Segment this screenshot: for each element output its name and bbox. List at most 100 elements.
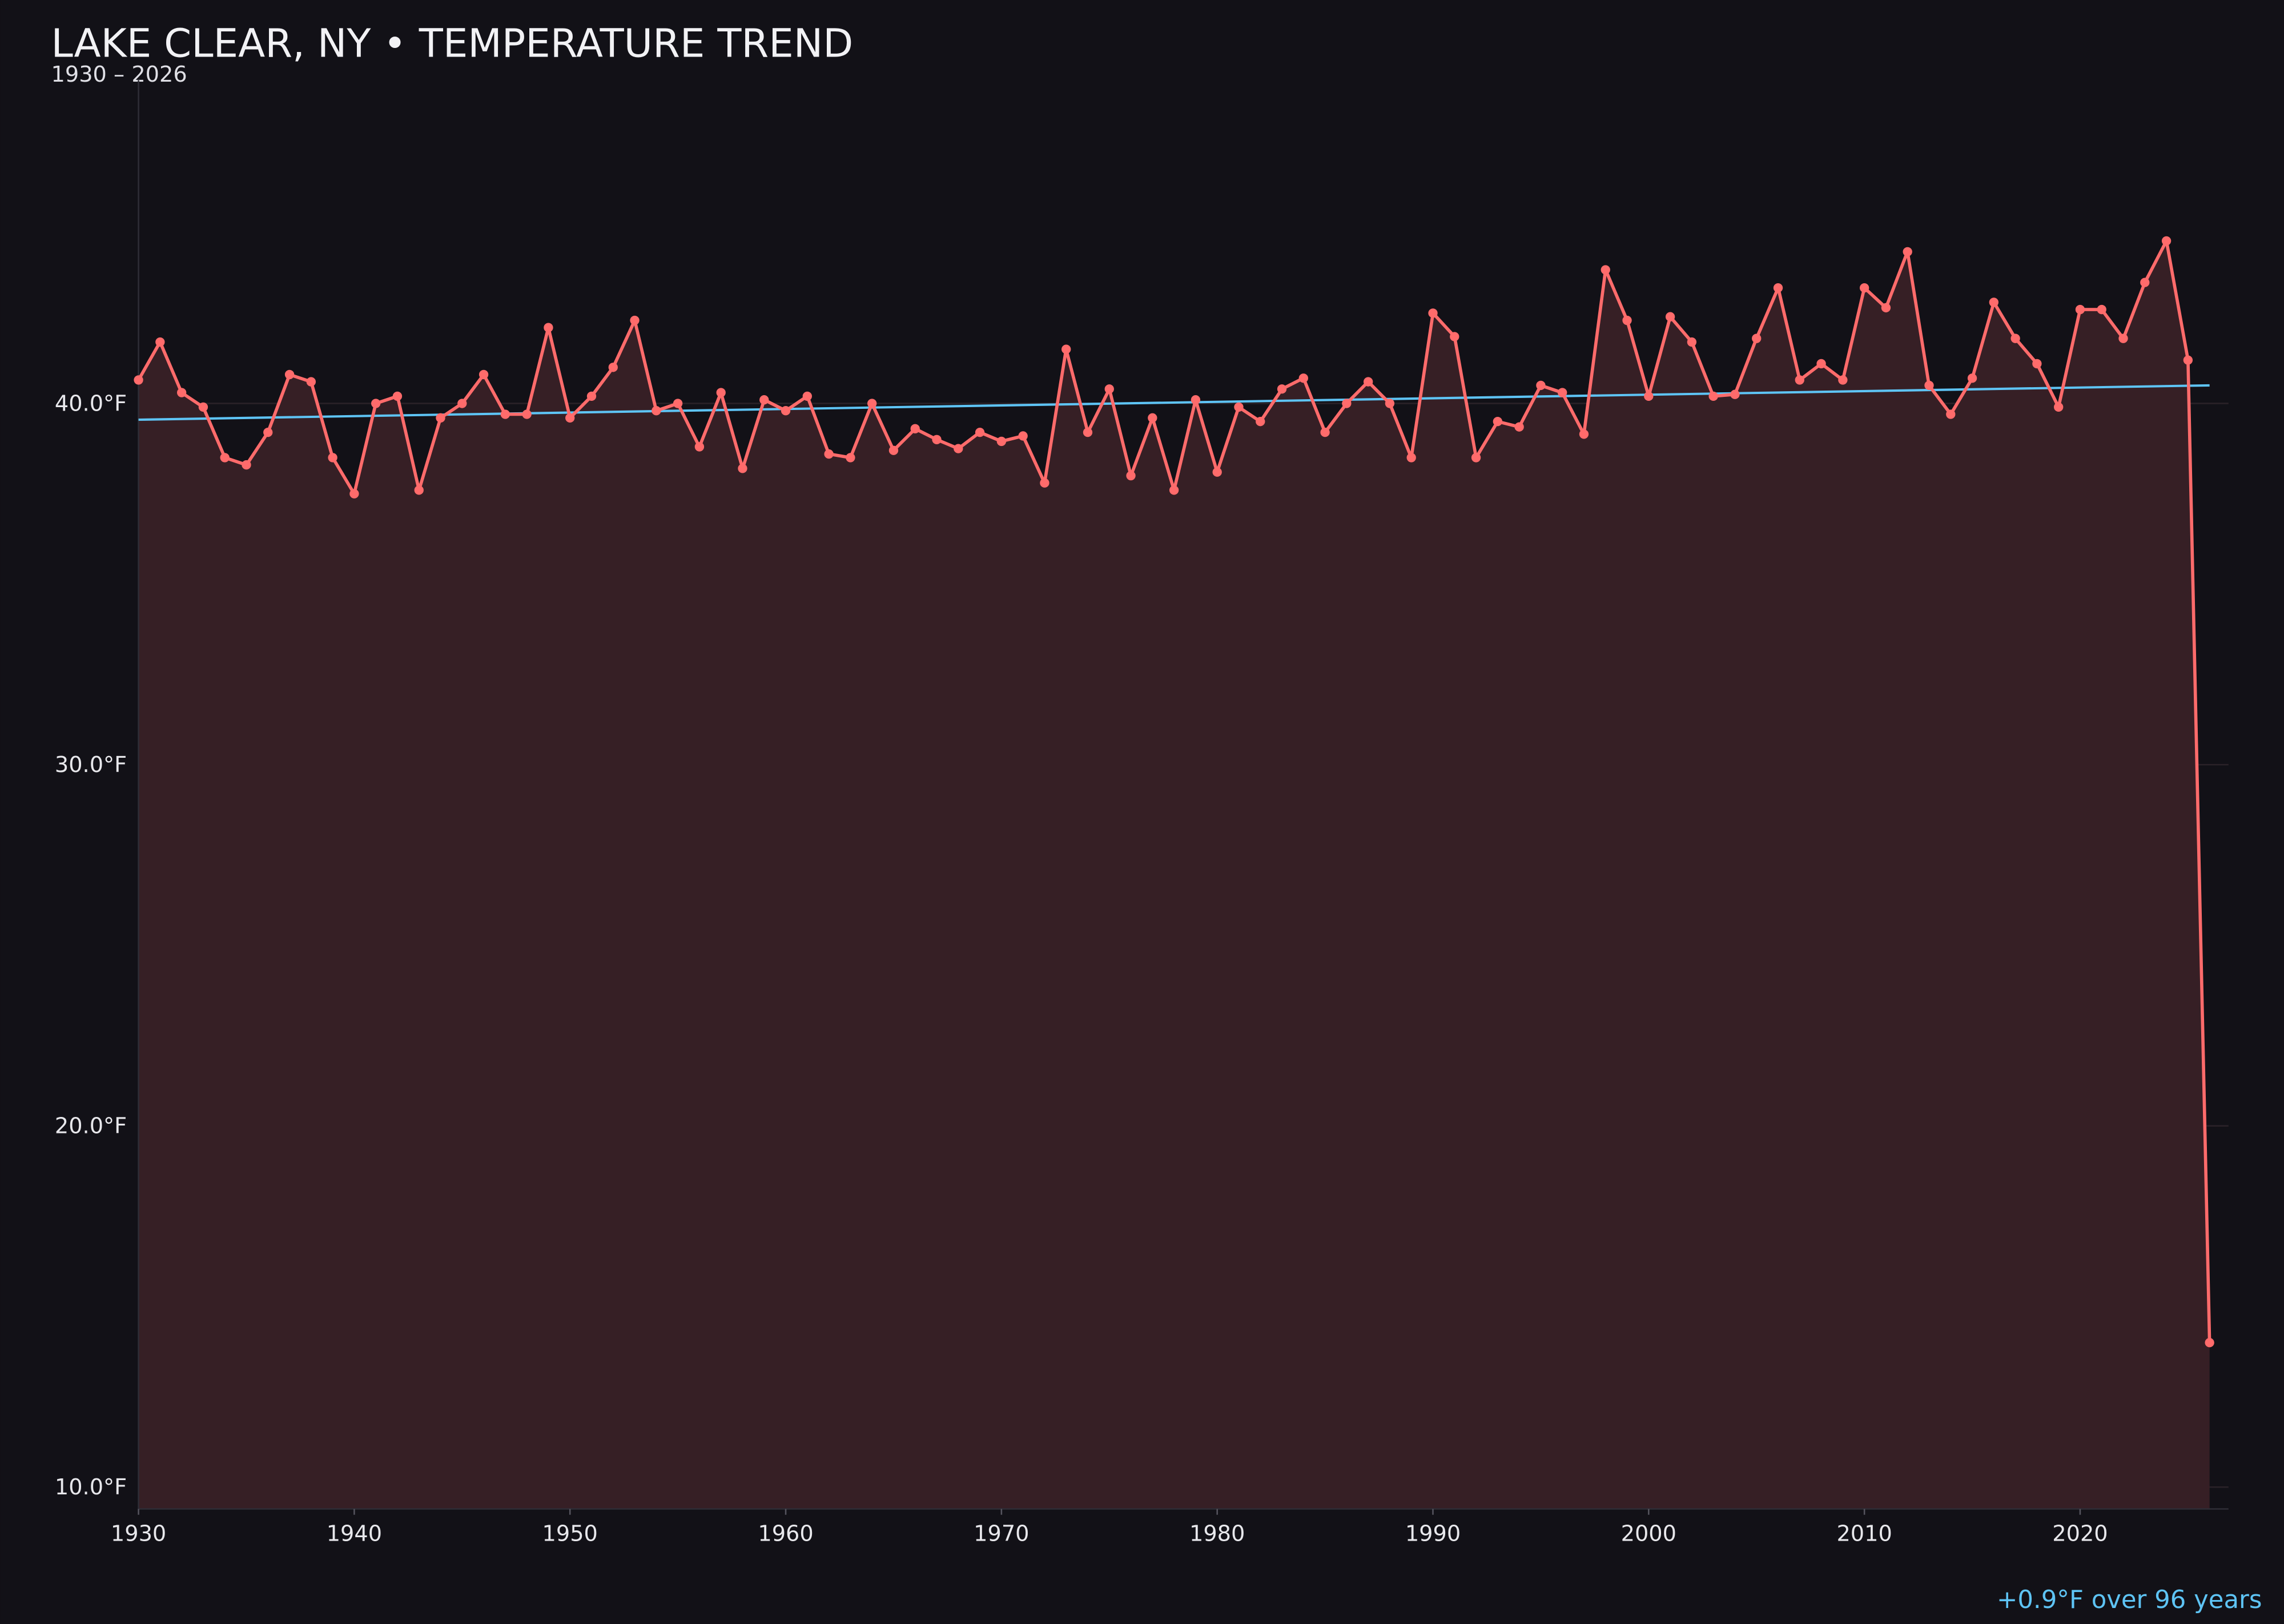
- data-point: [1018, 431, 1028, 441]
- data-point: [1298, 373, 1308, 383]
- chart-title: LAKE CLEAR, NY • TEMPERATURE TREND: [51, 21, 854, 66]
- data-point: [1428, 308, 1438, 318]
- data-point: [1061, 344, 1071, 354]
- data-point: [888, 445, 899, 455]
- data-point: [781, 406, 791, 416]
- data-point: [198, 402, 208, 412]
- data-point: [436, 413, 445, 423]
- data-point: [608, 363, 618, 372]
- data-point: [242, 460, 251, 470]
- data-point: [1644, 391, 1654, 401]
- data-point: [910, 424, 920, 433]
- x-tick-label: 2020: [2052, 1521, 2108, 1547]
- data-point: [2097, 304, 2106, 315]
- data-point: [155, 337, 165, 347]
- data-point: [652, 406, 661, 416]
- data-point: [1816, 359, 1826, 369]
- data-point: [932, 435, 942, 444]
- x-tick-label: 1940: [327, 1521, 382, 1547]
- data-point: [1881, 303, 1891, 313]
- x-tick-label: 1980: [1189, 1521, 1245, 1547]
- data-point: [586, 391, 597, 401]
- data-point: [1773, 283, 1783, 293]
- data-point: [328, 453, 337, 463]
- x-tick-label: 1970: [974, 1521, 1029, 1547]
- data-point: [478, 369, 489, 380]
- data-point: [1622, 315, 1632, 325]
- data-point: [1838, 375, 1848, 385]
- data-point: [802, 391, 812, 401]
- data-point: [1558, 388, 1567, 397]
- data-point: [738, 464, 747, 473]
- data-point: [2183, 355, 2193, 365]
- trend-annotation: +0.9°F over 96 years: [1997, 1586, 2262, 1614]
- data-point: [2032, 359, 2042, 369]
- data-point: [1493, 417, 1503, 427]
- data-point: [1234, 402, 1244, 412]
- data-point: [1924, 380, 1934, 391]
- data-point: [1795, 375, 1804, 385]
- data-point: [2075, 304, 2085, 315]
- x-tick-label: 1990: [1405, 1521, 1461, 1547]
- area-fill: [138, 240, 2210, 1509]
- data-point: [2118, 333, 2128, 343]
- data-point: [2140, 278, 2150, 287]
- x-tick-label: 1930: [111, 1521, 166, 1547]
- data-point: [1169, 485, 1179, 495]
- data-point: [284, 369, 295, 380]
- data-point: [1665, 312, 1675, 321]
- data-point: [457, 399, 467, 408]
- data-point: [1104, 384, 1114, 394]
- data-point: [996, 436, 1007, 447]
- data-point: [1967, 373, 1977, 383]
- x-tick-label: 2000: [1621, 1521, 1676, 1547]
- data-point: [975, 427, 985, 437]
- data-point: [263, 427, 273, 437]
- data-point: [1450, 332, 1459, 341]
- data-point: [2010, 333, 2020, 343]
- data-point: [2054, 402, 2064, 412]
- data-point: [1363, 377, 1373, 387]
- data-point: [1903, 247, 1912, 257]
- data-point: [2205, 1338, 2214, 1348]
- data-point: [134, 375, 143, 385]
- data-point: [500, 409, 510, 419]
- x-tick-label: 1950: [542, 1521, 598, 1547]
- y-tick-label: 10.0°F: [55, 1474, 127, 1500]
- data-point: [414, 485, 424, 495]
- data-point: [1040, 478, 1049, 488]
- data-point: [1471, 453, 1481, 463]
- data-point: [1148, 413, 1157, 423]
- data-point: [1601, 265, 1610, 275]
- data-point: [522, 409, 532, 419]
- data-point: [1989, 298, 1998, 307]
- data-point: [565, 413, 575, 423]
- data-point: [1385, 399, 1395, 408]
- data-point: [1406, 453, 1416, 463]
- data-point: [1514, 422, 1524, 432]
- data-point: [1536, 380, 1546, 391]
- trend-line: [138, 384, 2210, 421]
- y-tick-label: 20.0°F: [55, 1113, 127, 1139]
- data-point: [716, 388, 726, 397]
- data-point: [759, 395, 769, 405]
- data-point: [630, 315, 640, 325]
- data-point: [349, 489, 359, 499]
- data-point: [1708, 391, 1718, 401]
- data-point: [1730, 389, 1740, 399]
- data-point: [694, 442, 705, 452]
- data-point: [306, 377, 316, 387]
- data-point: [1256, 417, 1265, 427]
- data-point: [371, 399, 381, 408]
- data-point: [1083, 427, 1093, 437]
- data-point: [1579, 429, 1589, 439]
- data-point: [954, 444, 963, 453]
- data-point: [867, 399, 877, 408]
- x-tick-label: 2010: [1836, 1521, 1892, 1547]
- data-point: [1277, 384, 1287, 394]
- data-point: [544, 323, 553, 332]
- x-tick-label: 1960: [758, 1521, 813, 1547]
- data-point: [392, 391, 403, 401]
- data-point: [1687, 337, 1697, 347]
